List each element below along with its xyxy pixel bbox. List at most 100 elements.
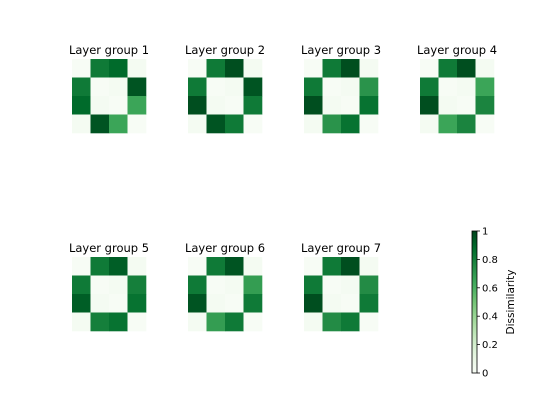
heatmap-cell [359, 96, 379, 115]
heatmap-cell [457, 77, 476, 97]
heatmap-cell [72, 257, 91, 276]
heatmap-cell [188, 59, 207, 78]
heatmap-cell [341, 312, 360, 332]
heatmap-cell [225, 275, 244, 295]
heatmap-cell [457, 96, 476, 115]
heatmap-cell [109, 294, 128, 313]
heatmap-cell [109, 77, 128, 97]
heatmap-cell [225, 96, 244, 115]
heatmap-cell [359, 59, 379, 78]
heatmap-cell [420, 114, 439, 134]
heatmap-cell [109, 59, 128, 78]
heatmap-panel: Layer group 6 [185, 241, 265, 332]
heatmap-cell [206, 77, 226, 97]
heatmap-cell [206, 114, 226, 134]
heatmap-cell [322, 275, 342, 295]
heatmap-cell [420, 77, 439, 97]
heatmap-cell [188, 294, 207, 313]
heatmap-cell [90, 257, 110, 276]
heatmap-cell [90, 96, 110, 115]
heatmap-cell [359, 275, 379, 295]
heatmap-cell [438, 96, 458, 115]
heatmap-cell [341, 257, 360, 276]
heatmap-cell [188, 77, 207, 97]
heatmap-cell [72, 96, 91, 115]
panel-title: Layer group 4 [417, 43, 497, 57]
heatmap-cell [341, 59, 360, 78]
heatmap-cell [225, 257, 244, 276]
heatmap-cell [304, 96, 323, 115]
heatmap-cell [127, 59, 147, 78]
panel-title: Layer group 3 [301, 43, 381, 57]
heatmap-cell [322, 59, 342, 78]
colorbar-tick-label: 0.4 [482, 312, 498, 323]
colorbar-gradient [471, 230, 478, 374]
heatmap-cell [304, 312, 323, 332]
heatmap-cell [341, 294, 360, 313]
heatmap-cell [127, 275, 147, 295]
heatmap-cell [341, 114, 360, 134]
panel-title: Layer group 1 [69, 43, 149, 57]
heatmap-cell [109, 312, 128, 332]
heatmap-cell [90, 59, 110, 78]
heatmap-cell [206, 294, 226, 313]
panel-title: Layer group 5 [69, 241, 149, 255]
heatmap-cell [457, 114, 476, 134]
heatmap-cell [90, 77, 110, 97]
heatmap-cell [109, 96, 128, 115]
panel-title: Layer group 6 [185, 241, 265, 255]
heatmap-cell [188, 257, 207, 276]
heatmap-cell [475, 59, 495, 78]
heatmap-cell [475, 114, 495, 134]
heatmap-cell [127, 257, 147, 276]
heatmap-cell [109, 257, 128, 276]
heatmap-cell [225, 77, 244, 97]
heatmap-cell [188, 312, 207, 332]
heatmap-cell [359, 294, 379, 313]
heatmap-cell [304, 77, 323, 97]
heatmap-cell [188, 114, 207, 134]
heatmap-cell [188, 275, 207, 295]
panel-title: Layer group 7 [301, 241, 381, 255]
heatmap-cell [243, 59, 263, 78]
heatmap-cell [206, 275, 226, 295]
heatmap-cell [90, 294, 110, 313]
heatmap-cell [72, 114, 91, 134]
heatmap-cell [72, 275, 91, 295]
heatmap-cell [475, 96, 495, 115]
heatmap-cell [341, 77, 360, 97]
heatmap-cell [359, 312, 379, 332]
heatmap-cell [206, 59, 226, 78]
heatmap-panel: Layer group 5 [69, 241, 149, 332]
heatmap-panel: Layer group 7 [301, 241, 381, 332]
heatmap-cell [438, 77, 458, 97]
heatmap-cell [322, 312, 342, 332]
heatmap-panel: Layer group 4 [417, 43, 497, 134]
heatmap-panel: Layer group 2 [185, 43, 265, 134]
heatmap-cell [206, 312, 226, 332]
colorbar-tick-label: 0.2 [482, 340, 498, 351]
heatmap-cell [475, 77, 495, 97]
heatmap-cell [438, 59, 458, 78]
heatmap-cell [243, 312, 263, 332]
heatmap-cell [304, 257, 323, 276]
heatmap-cell [304, 294, 323, 313]
colorbar-tick-label: 0 [482, 369, 488, 380]
heatmap-cell [322, 294, 342, 313]
colorbar-label: Dissimilarity [505, 270, 517, 335]
heatmap-cell [420, 59, 439, 78]
heatmap-cell [127, 114, 147, 134]
heatmap-panels: Layer group 1 Layer group 2 Layer group 3 L… [69, 43, 497, 332]
heatmap-cell [322, 257, 342, 276]
heatmap-panel: Layer group 1 [69, 43, 149, 134]
heatmap-cell [127, 96, 147, 115]
heatmap-cell [243, 257, 263, 276]
heatmap-cell [90, 312, 110, 332]
heatmap-cell [127, 77, 147, 97]
heatmap-cell [341, 275, 360, 295]
heatmap-cell [127, 312, 147, 332]
heatmap-cell [341, 96, 360, 115]
colorbar-tick-label: 0.8 [482, 255, 498, 266]
heatmap-cell [72, 294, 91, 313]
heatmap-cell [109, 114, 128, 134]
